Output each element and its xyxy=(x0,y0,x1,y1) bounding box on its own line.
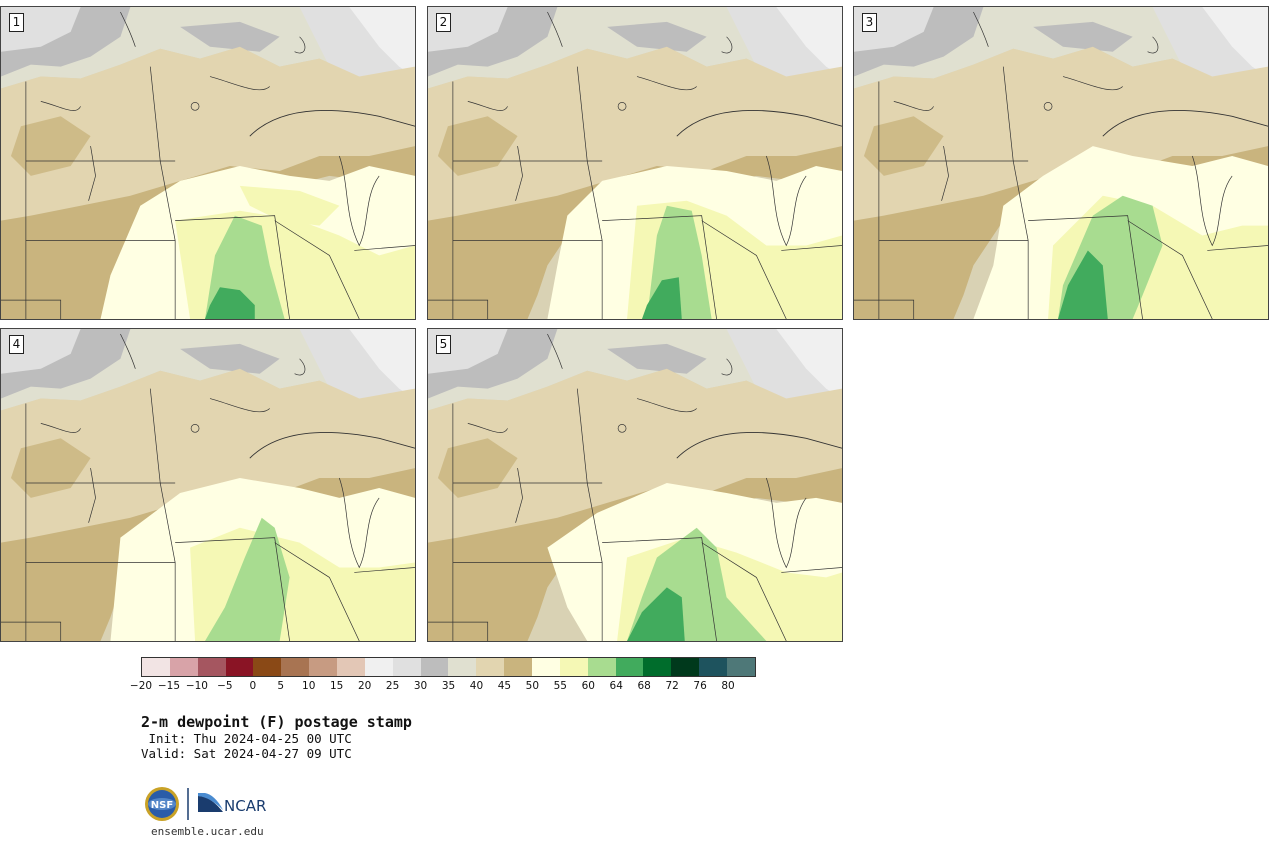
ensemble-member-panel: 3 xyxy=(853,6,1269,320)
logos: NSF NCAR xyxy=(145,787,266,821)
colorbar-ticks: −20 −15 −10 −5 0 5 10 15 20 25 30 35 40 45 50 55 60 64 68 7… xyxy=(130,680,756,694)
dewpoint-map xyxy=(854,7,1268,319)
colorbar-swatch xyxy=(559,658,588,676)
colorbar-swatch xyxy=(643,658,672,676)
colorbar-tick-label: 45 xyxy=(497,680,512,692)
ensemble-member-panel: 4 xyxy=(0,328,416,642)
panel-number: 1 xyxy=(9,13,24,32)
ensemble-member-panel: 1 xyxy=(0,6,416,320)
source-url: ensemble.ucar.edu xyxy=(151,825,264,838)
colorbar-tick-label: −20 xyxy=(129,680,153,692)
colorbar-swatch xyxy=(699,658,728,676)
valid-time: Valid: Sat 2024-04-27 09 UTC xyxy=(141,746,352,761)
colorbar-swatch xyxy=(169,658,198,676)
colorbar-tick-label: 20 xyxy=(357,680,372,692)
ncar-logo-text: NCAR xyxy=(224,797,266,815)
colorbar-swatch xyxy=(476,658,505,676)
colorbar-tick-label: 0 xyxy=(249,680,257,692)
colorbar-swatch xyxy=(337,658,365,676)
plot-title: 2-m dewpoint (F) postage stamp xyxy=(141,713,412,731)
colorbar-swatch xyxy=(532,658,560,676)
nsf-logo-text: NSF xyxy=(151,800,173,811)
colorbar-tick-label: 50 xyxy=(525,680,540,692)
nsf-logo: NSF xyxy=(145,787,179,821)
colorbar-swatch xyxy=(253,658,282,676)
dewpoint-map xyxy=(1,329,415,641)
ncar-logo: NCAR xyxy=(198,793,266,815)
colorbar-swatch xyxy=(420,658,449,676)
colorbar-swatch xyxy=(671,658,700,676)
colorbar-swatch xyxy=(197,658,226,676)
colorbar-tick-label: 60 xyxy=(581,680,595,692)
colorbar xyxy=(141,657,756,677)
colorbar-swatch xyxy=(504,658,533,676)
colorbar-swatch xyxy=(448,658,477,676)
colorbar-swatch xyxy=(309,658,338,676)
colorbar-tick-label: 76 xyxy=(693,680,707,692)
colorbar-swatch xyxy=(615,658,644,676)
colorbar-tick-label: −5 xyxy=(217,680,233,692)
init-time: Init: Thu 2024-04-25 00 UTC xyxy=(141,731,352,746)
colorbar-swatch xyxy=(587,658,616,676)
colorbar-swatch xyxy=(281,658,310,676)
panel-number: 3 xyxy=(862,13,877,32)
panel-number: 4 xyxy=(9,335,24,354)
colorbar-tick-label: 68 xyxy=(637,680,651,692)
colorbar-swatch xyxy=(727,658,755,676)
colorbar-swatch xyxy=(225,658,254,676)
colorbar-tick-label: 15 xyxy=(329,680,344,692)
dewpoint-map xyxy=(428,7,842,319)
colorbar-tick-label: 25 xyxy=(385,680,400,692)
colorbar-tick-label: −10 xyxy=(185,680,208,692)
colorbar-tick-label: 30 xyxy=(413,680,428,692)
colorbar-tick-label: 10 xyxy=(302,680,316,692)
colorbar-tick-label: 35 xyxy=(441,680,456,692)
ensemble-member-panel: 5 xyxy=(427,328,843,642)
colorbar-tick-label: 40 xyxy=(469,680,484,692)
colorbar-tick-label: 55 xyxy=(553,680,567,692)
colorbar-swatch xyxy=(392,658,421,676)
colorbar-tick-label: 80 xyxy=(721,680,735,692)
colorbar-tick-label: 72 xyxy=(665,680,679,692)
colorbar-tick-label: 5 xyxy=(277,680,285,692)
colorbar-swatch xyxy=(142,658,170,676)
ensemble-member-panel: 2 xyxy=(427,6,843,320)
dewpoint-map xyxy=(1,7,415,319)
dewpoint-map xyxy=(428,329,842,641)
colorbar-swatch xyxy=(364,658,393,676)
panel-number: 2 xyxy=(436,13,451,32)
colorbar-tick-label: 64 xyxy=(609,680,623,692)
panel-number: 5 xyxy=(436,335,451,354)
colorbar-tick-label: −15 xyxy=(157,680,181,692)
